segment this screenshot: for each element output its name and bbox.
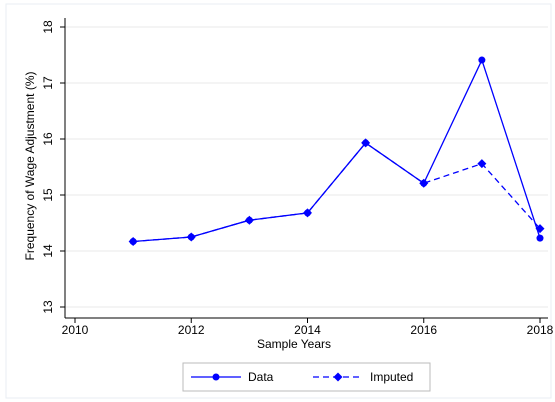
data-point (478, 56, 486, 64)
x-tick-label: 2010 (62, 323, 89, 337)
y-axis-title: Frequency of Wage Adjustment (%) (23, 72, 37, 261)
x-tick-label: 2016 (410, 323, 437, 337)
y-tick-label: 16 (41, 132, 55, 146)
data-point (128, 236, 138, 246)
data-point (536, 234, 544, 242)
x-tick-label: 2014 (294, 323, 321, 337)
data-point (244, 215, 254, 225)
y-tick-label: 14 (41, 244, 55, 258)
legend-marker (212, 373, 220, 381)
data-point (361, 138, 371, 148)
data-point (303, 208, 312, 218)
series-line (133, 142, 541, 243)
data-point (186, 232, 196, 242)
y-tick-label: 18 (41, 20, 55, 34)
y-tick-label: 15 (41, 188, 55, 202)
y-tick-label: 17 (41, 76, 55, 90)
x-tick-label: 2018 (527, 323, 554, 337)
legend-label: Data (248, 370, 274, 384)
x-tick-label: 2012 (178, 323, 205, 337)
y-tick-label: 13 (41, 300, 55, 314)
data-point (535, 224, 545, 234)
legend-marker (333, 372, 343, 382)
legend-label: Imputed (370, 370, 413, 384)
data-point (419, 178, 429, 188)
x-axis-title: Sample Years (257, 337, 331, 351)
chart-background (5, 3, 552, 399)
data-point (477, 159, 487, 169)
legend: Data Imputed (182, 362, 431, 392)
